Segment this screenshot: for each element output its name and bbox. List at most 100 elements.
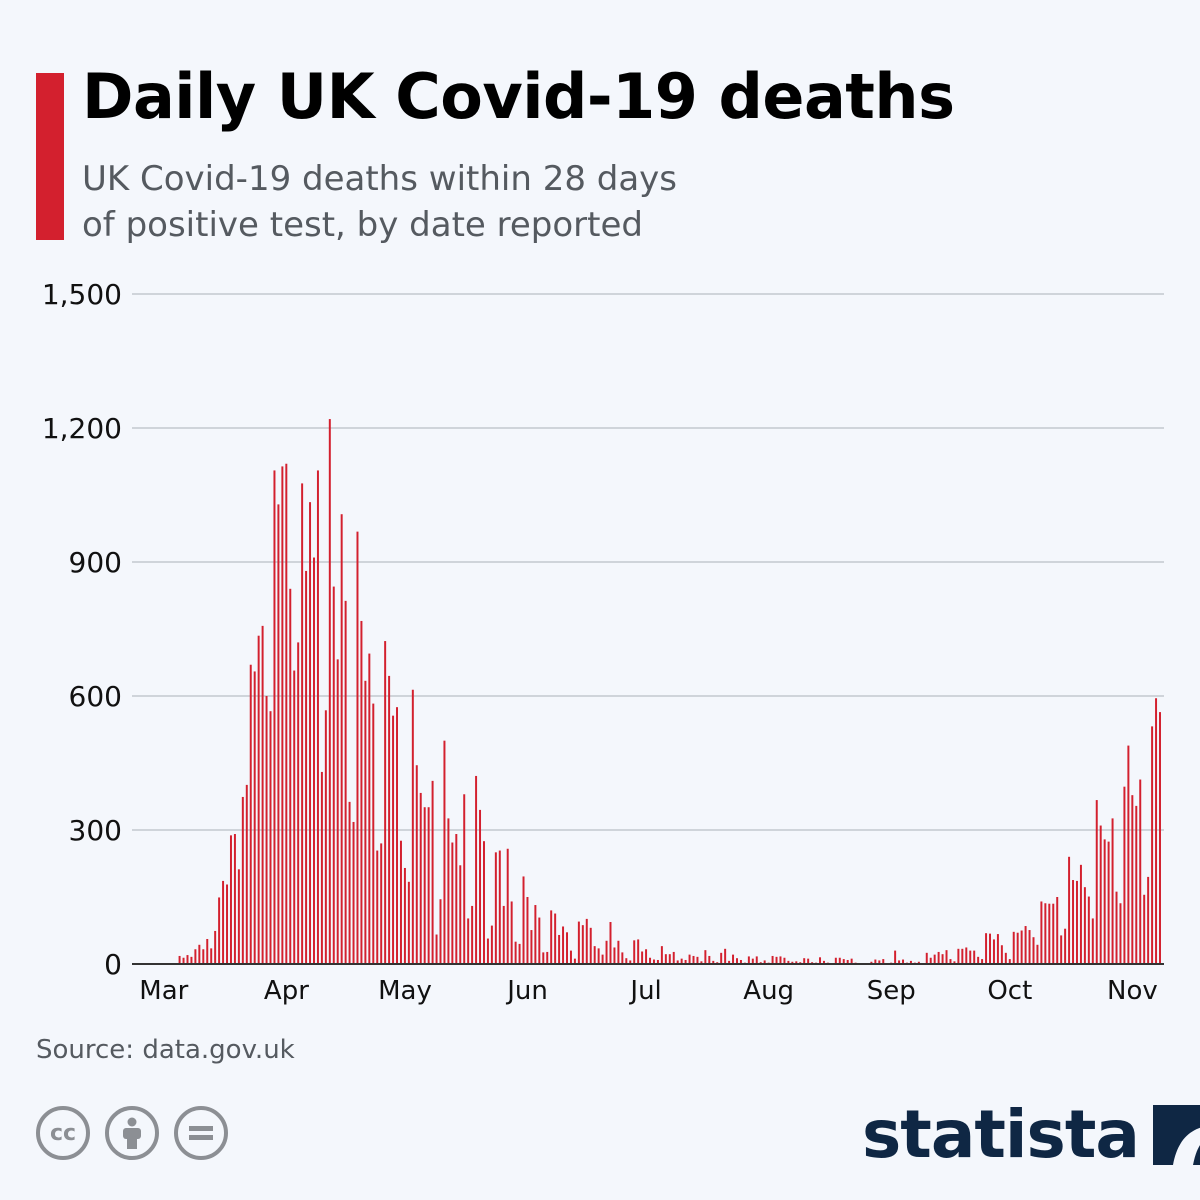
bar	[455, 834, 458, 964]
bar	[202, 949, 205, 964]
bar	[720, 952, 723, 964]
bar	[1064, 928, 1067, 964]
attribution-icon[interactable]	[105, 1106, 159, 1160]
bar	[1032, 937, 1035, 964]
bar	[538, 917, 541, 964]
no-derivatives-icon[interactable]	[174, 1106, 228, 1160]
x-tick-label: Oct	[987, 976, 1032, 1006]
bar	[779, 956, 782, 964]
bar	[751, 958, 754, 964]
bar	[198, 944, 201, 964]
bar	[178, 955, 181, 964]
bar	[360, 620, 363, 964]
x-tick-label: Nov	[1107, 976, 1158, 1006]
bar	[601, 954, 604, 964]
bar	[1056, 897, 1059, 964]
bar	[415, 765, 418, 964]
bar	[566, 932, 568, 964]
bar	[680, 958, 683, 964]
subtitle-line-1: UK Covid-19 deaths within 28 days	[82, 159, 678, 199]
bar	[1155, 698, 1158, 964]
bar	[795, 961, 798, 964]
bar	[712, 960, 715, 964]
bar	[917, 961, 920, 964]
bar	[791, 961, 794, 964]
bar	[265, 696, 268, 964]
bar	[925, 952, 928, 964]
bar	[380, 843, 383, 964]
statista-logo[interactable]: statista	[862, 1098, 1200, 1172]
bar	[637, 939, 640, 964]
bar	[546, 951, 549, 964]
bar	[1072, 880, 1075, 964]
bar	[186, 955, 189, 964]
bar	[475, 775, 478, 964]
bar	[621, 952, 624, 964]
bar	[1119, 903, 1122, 964]
bar	[992, 939, 995, 964]
bar	[664, 954, 667, 964]
bar	[1095, 800, 1098, 964]
x-tick-label: Aug	[743, 976, 794, 1006]
bar	[316, 470, 319, 964]
bar	[447, 818, 450, 964]
y-tick-label: 600	[69, 680, 122, 713]
bar	[969, 950, 972, 964]
cc-icon[interactable]: cc	[36, 1106, 90, 1160]
bar	[427, 807, 430, 964]
y-tick-label: 900	[69, 546, 122, 579]
bar	[1151, 726, 1154, 964]
y-axis-labels: 0 300 600 900 1,200 1,500	[42, 278, 122, 981]
y-tick-label: 1,200	[42, 412, 122, 445]
chart-subtitle: UK Covid-19 deaths within 28 days of pos…	[82, 156, 782, 248]
bar	[463, 794, 466, 964]
bar	[320, 771, 323, 964]
bar	[581, 925, 584, 964]
bar	[1159, 712, 1161, 964]
bar	[182, 957, 185, 964]
bar	[340, 514, 343, 964]
bar	[233, 834, 236, 964]
bar	[562, 926, 565, 964]
bar	[597, 948, 600, 964]
bar	[593, 946, 596, 964]
bar	[253, 671, 256, 964]
bar	[585, 918, 588, 964]
x-tick-label: May	[378, 976, 432, 1006]
bar	[554, 913, 557, 964]
bar	[1040, 901, 1043, 964]
bar	[431, 780, 434, 964]
bar	[1004, 952, 1007, 964]
bar	[688, 954, 691, 964]
bar	[641, 951, 644, 964]
bar	[479, 809, 482, 964]
bar	[941, 954, 944, 964]
bar	[522, 876, 525, 964]
bar	[834, 957, 837, 964]
bar	[526, 897, 529, 964]
bar	[411, 689, 414, 964]
bar	[277, 504, 280, 964]
bar	[945, 950, 948, 964]
bar	[989, 933, 991, 964]
bar	[787, 960, 790, 964]
bar	[747, 956, 750, 964]
bar	[1087, 896, 1090, 964]
subtitle-line-2: of positive test, by date reported	[82, 205, 643, 245]
bar	[613, 947, 616, 964]
bar	[704, 950, 707, 964]
bar	[609, 922, 612, 964]
bar	[486, 938, 489, 964]
bar	[656, 959, 659, 964]
bar	[645, 949, 648, 964]
bar	[1091, 918, 1094, 964]
bar	[937, 951, 940, 964]
bar	[542, 952, 545, 964]
bar	[237, 869, 240, 964]
bar	[301, 483, 304, 964]
bar	[961, 948, 964, 964]
bar	[692, 955, 695, 964]
bar	[878, 960, 881, 964]
bar	[324, 710, 327, 964]
bar	[569, 950, 572, 964]
